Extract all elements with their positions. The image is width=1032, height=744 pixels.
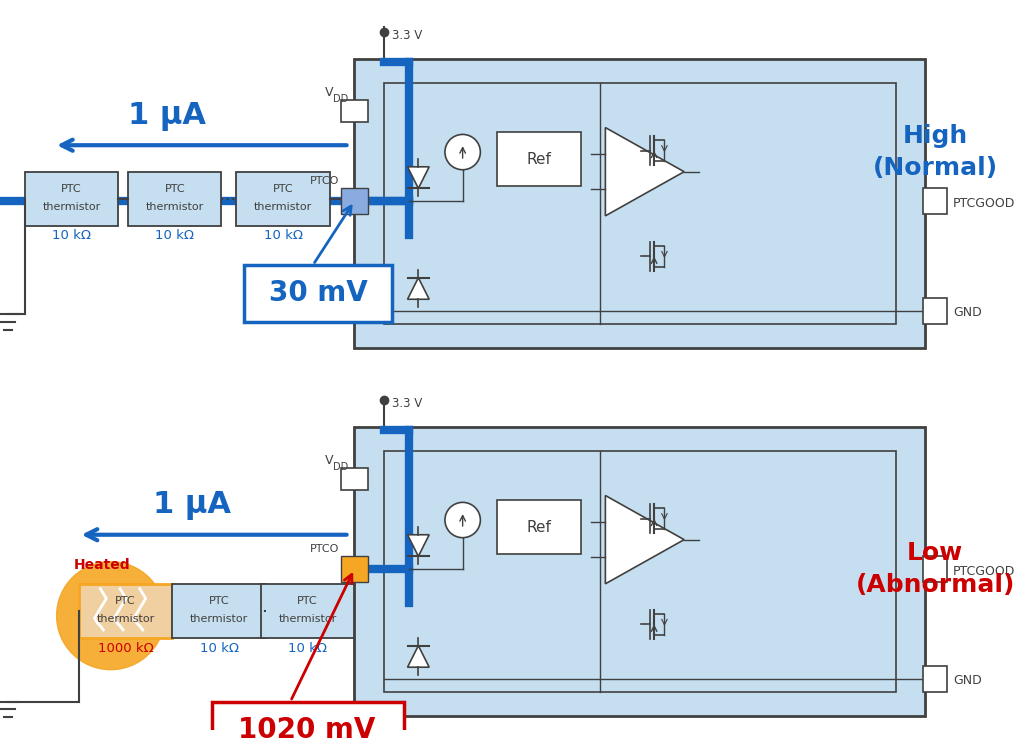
Text: Ref: Ref <box>526 520 551 535</box>
Text: PTC: PTC <box>116 597 136 606</box>
Text: 10 kΩ: 10 kΩ <box>263 229 302 243</box>
Text: PTC: PTC <box>297 597 318 606</box>
Bar <box>78 584 172 638</box>
Polygon shape <box>606 127 684 216</box>
Bar <box>172 584 266 638</box>
Text: PTCGOOD: PTCGOOD <box>953 196 1015 210</box>
Polygon shape <box>408 646 429 667</box>
Text: V: V <box>325 86 333 99</box>
Bar <box>354 59 926 348</box>
Text: 10 kΩ: 10 kΩ <box>288 641 327 655</box>
Bar <box>924 557 947 582</box>
Polygon shape <box>408 278 429 299</box>
Bar <box>924 666 947 692</box>
Text: PTC: PTC <box>272 185 293 194</box>
Bar <box>261 584 354 638</box>
Text: 1 μA: 1 μA <box>128 102 206 131</box>
Text: Heated: Heated <box>74 558 130 572</box>
Text: 3.3 V: 3.3 V <box>392 397 422 411</box>
Bar <box>924 188 947 214</box>
Bar <box>341 188 368 214</box>
Text: V: V <box>325 454 333 467</box>
Text: 10 kΩ: 10 kΩ <box>52 229 91 243</box>
Polygon shape <box>606 496 684 584</box>
Bar <box>245 265 392 322</box>
Text: 3.3 V: 3.3 V <box>392 30 422 42</box>
Text: DD: DD <box>332 94 348 104</box>
Text: Ref: Ref <box>526 152 551 167</box>
Text: 30 mV: 30 mV <box>268 280 367 307</box>
Bar <box>128 172 222 225</box>
Text: GND: GND <box>953 307 981 319</box>
Text: PTCO: PTCO <box>310 545 340 554</box>
Text: 1 μA: 1 μA <box>153 491 230 520</box>
Circle shape <box>445 135 480 170</box>
Text: 10 kΩ: 10 kΩ <box>155 229 194 243</box>
Bar <box>212 702 404 744</box>
Bar <box>497 132 581 187</box>
Text: PTC: PTC <box>61 185 82 194</box>
Text: PTCO: PTCO <box>310 176 340 187</box>
Polygon shape <box>408 535 429 557</box>
Bar <box>236 172 330 225</box>
Text: 10 kΩ: 10 kΩ <box>199 641 238 655</box>
Bar <box>354 427 926 716</box>
Text: PTC: PTC <box>164 185 185 194</box>
Text: thermistor: thermistor <box>254 202 312 212</box>
Text: DD: DD <box>332 462 348 472</box>
Text: thermistor: thermistor <box>279 614 336 624</box>
Polygon shape <box>408 167 429 188</box>
Bar <box>384 452 896 692</box>
Circle shape <box>445 502 480 538</box>
Text: High
(Normal): High (Normal) <box>873 124 998 180</box>
Bar <box>924 298 947 324</box>
Text: 1000 kΩ: 1000 kΩ <box>98 641 154 655</box>
Text: thermistor: thermistor <box>96 614 155 624</box>
Text: GND: GND <box>953 675 981 687</box>
Text: 1020 mV: 1020 mV <box>238 716 376 744</box>
Bar <box>384 83 896 324</box>
Bar <box>341 100 368 122</box>
Bar <box>341 557 368 582</box>
Text: thermistor: thermistor <box>42 202 100 212</box>
Text: Low
(Abnormal): Low (Abnormal) <box>856 542 1014 597</box>
Text: PTCGOOD: PTCGOOD <box>953 565 1015 577</box>
Text: PTC: PTC <box>208 597 229 606</box>
Bar <box>497 501 581 554</box>
Bar <box>341 468 368 490</box>
Text: thermistor: thermistor <box>146 202 204 212</box>
Text: thermistor: thermistor <box>190 614 248 624</box>
Bar <box>25 172 118 225</box>
Circle shape <box>57 562 165 670</box>
